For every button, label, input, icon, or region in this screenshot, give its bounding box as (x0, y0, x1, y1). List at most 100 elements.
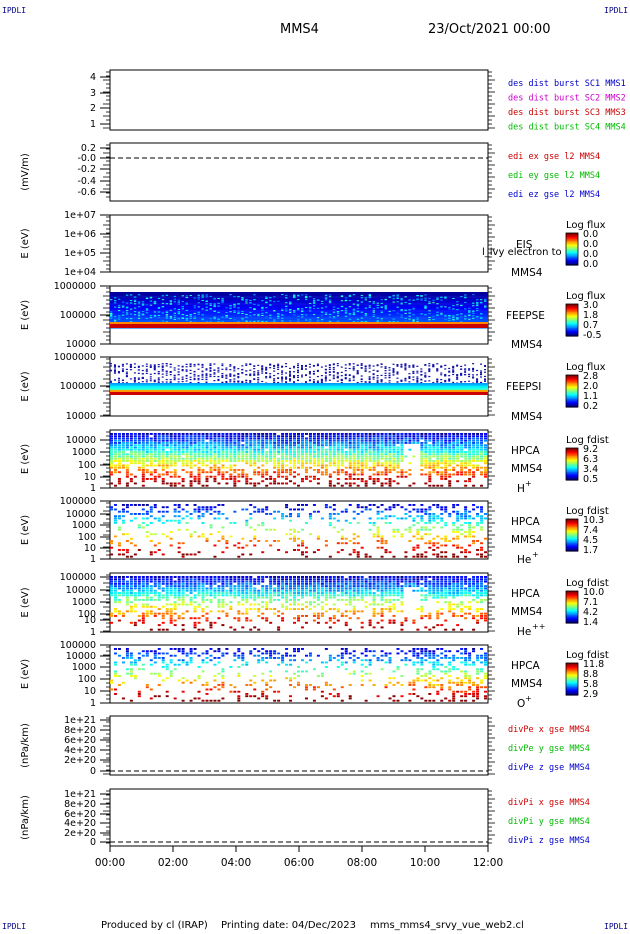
hpca-h-cell (304, 453, 308, 456)
hpca-h-cell (352, 469, 356, 471)
hpca-h-cell (181, 460, 185, 462)
feeps-e-cell (229, 311, 232, 313)
hpca-he-cell (472, 504, 476, 506)
feeps-i-cell (225, 367, 228, 369)
hpca-he-cell (145, 513, 149, 515)
hpca-h-cell (277, 451, 281, 453)
hpca-he2-cell (117, 610, 121, 613)
hpca-h-cell (352, 453, 356, 456)
hpca-he2-cell (197, 585, 201, 588)
hpca-he-cell (121, 508, 125, 511)
eis-colorbar-segment (566, 239, 578, 242)
feeps-i-cell (225, 381, 228, 383)
feeps-i-cell (205, 381, 208, 383)
feeps-e-cell (277, 317, 280, 319)
hpca-h-cell (460, 464, 464, 467)
hpca-he-cell (404, 555, 408, 558)
feeps-i-cell (348, 364, 351, 366)
feeps-i-cell (304, 364, 307, 367)
hpca-he-cell (177, 551, 181, 554)
hpca-h-cell (388, 480, 392, 483)
feeps-i-cell (428, 368, 431, 371)
hpca-he-cell (388, 551, 392, 554)
hpca-he-cell (472, 508, 476, 511)
hpca-he2-cell (193, 617, 197, 620)
hpca-h-cell (428, 484, 432, 487)
hpca-h-cell (448, 469, 452, 471)
hpca-h-cell (245, 457, 249, 460)
hpca-h-cell (452, 437, 456, 440)
hpca-he2-cell (169, 614, 173, 617)
hpca-h-cell (245, 482, 249, 485)
hpca-he-cell (376, 535, 380, 538)
hpca-h-cell (113, 437, 117, 440)
feeps-i-cell (420, 368, 423, 370)
feeps-i-cell (332, 377, 335, 380)
feeps-e-cell (412, 308, 415, 310)
hpca-he2-cell (117, 587, 121, 590)
hpca-h-cell (432, 466, 436, 469)
hpca-h-cell (412, 442, 416, 444)
hpca-h-cell (444, 462, 448, 465)
hpca-he-cell (165, 519, 169, 522)
feeps-i-cell (201, 363, 204, 366)
hpca-h-cell (324, 460, 328, 462)
hpca-h-cell (121, 451, 125, 453)
hpca-h-cell (277, 437, 281, 440)
feeps-e-tick-label: 100000 (60, 310, 96, 321)
hpca-h-cell (245, 442, 249, 444)
hpca-h-cell (392, 464, 396, 467)
hpca-h-cell (145, 433, 149, 435)
hpca-h-cell (249, 457, 253, 460)
feeps-i-colorbar-segment (566, 385, 578, 388)
feeps-i-cell (165, 381, 168, 383)
hpca-h-cell (273, 448, 277, 451)
hpca-he-cell (480, 515, 484, 518)
feeps-e-cell (380, 320, 383, 322)
hpca-he-cell (452, 537, 456, 540)
hpca-he-cell (149, 506, 153, 509)
hpca-h-cell (185, 457, 189, 460)
feeps-e-cell (110, 299, 113, 301)
hpca-h-cell (137, 455, 141, 458)
feeps-i-cell (364, 368, 367, 370)
hpca-h-cell (360, 471, 364, 474)
feeps-i-cell (221, 374, 224, 377)
hpca-he2-cell (177, 596, 181, 599)
hpca-h-cell (253, 444, 257, 447)
hpca-h-cell (472, 442, 476, 444)
hpca-he-cell (436, 546, 440, 549)
hpca-h-cell (456, 435, 460, 438)
hpca-he2-cell (201, 598, 205, 601)
hpca-h-cell (213, 448, 217, 451)
hpca-h-cell (420, 469, 424, 471)
hpca-h-cell (472, 475, 476, 478)
hpca-he-cell (420, 508, 424, 511)
hpca-h-cell (173, 473, 177, 476)
hpca-h-cell (476, 448, 480, 451)
hpca-h-cell (316, 478, 320, 480)
hpca-he-cell (444, 522, 448, 524)
hpca-h-cell (400, 439, 404, 442)
hpca-he2-cell (169, 576, 173, 578)
feeps-e-cell (460, 296, 463, 298)
hpca-h-cell (221, 451, 225, 453)
hpca-h-cell (125, 437, 129, 440)
hpca-h-cell (300, 451, 304, 453)
hpca-he-cell (145, 504, 149, 506)
hpca-he2-cell (110, 612, 113, 615)
hpca-h-cell (440, 473, 444, 476)
hpca-h-cell (161, 473, 165, 476)
hpca-h-cell (189, 462, 193, 465)
hpca-he2-cell (125, 576, 129, 578)
hpca-h-cell (328, 448, 332, 451)
feeps-e-cell (320, 314, 324, 316)
hpca-he-cell (289, 515, 293, 518)
hpca-h-cell (217, 435, 221, 438)
feeps-e-cell (110, 313, 113, 315)
hpca-h-cell (265, 437, 269, 440)
hpca-he2-cell (165, 628, 169, 631)
feeps-e-cell (113, 300, 117, 302)
hpca-he-cell (468, 528, 472, 531)
eis-colorbar-value: 0.0 (583, 239, 598, 250)
